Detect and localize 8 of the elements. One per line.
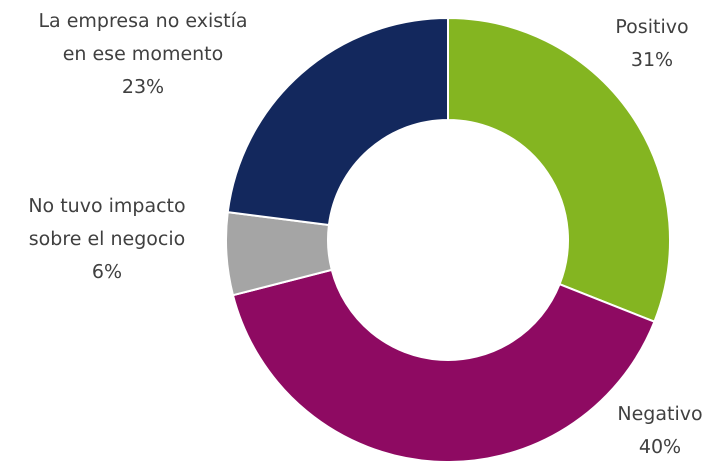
data-label: 40% [638,436,682,458]
data-label: 23% [122,76,164,98]
slice-label: No tuvo impacto sobre el negocio [28,195,186,250]
slice-label: Positivo [615,16,689,38]
data-label: 31% [630,49,674,72]
data-label: 6% [92,261,122,284]
slice-label: La empresa no existía en ese momento [38,10,248,66]
slice-label: Negativo [617,403,703,426]
